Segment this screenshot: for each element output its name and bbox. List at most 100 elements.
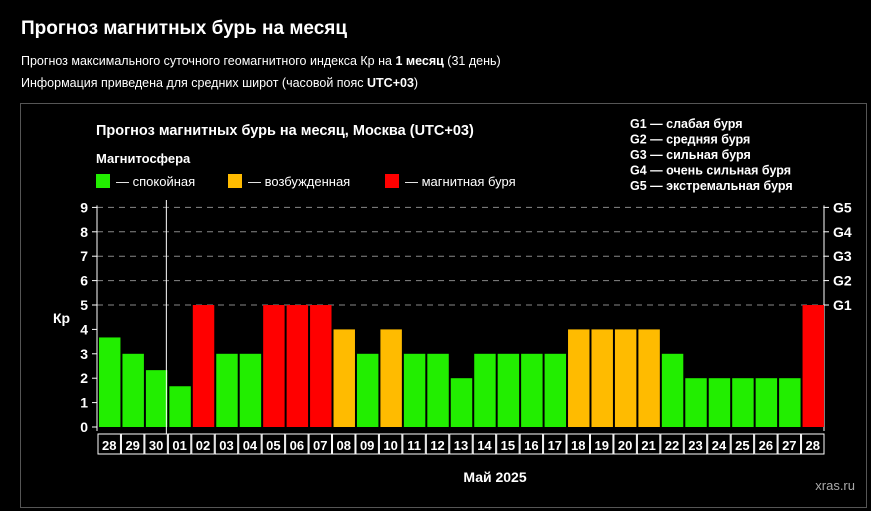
day-label: 24	[712, 438, 727, 453]
day-label-box	[566, 433, 590, 455]
day-label-box	[613, 433, 637, 455]
legend-label-calm: — спокойная	[116, 174, 195, 189]
day-label-box	[144, 433, 168, 455]
chart-title: Прогноз магнитных бурь на месяц, Москва …	[96, 123, 474, 139]
day-label-box	[449, 433, 473, 455]
day-label-box	[167, 433, 192, 455]
subtitle-timezone: Информация приведена для средних широт (…	[21, 76, 418, 90]
day-label: 15	[501, 438, 515, 453]
day-label-box	[801, 433, 825, 455]
bar-day-21-23	[638, 329, 660, 427]
day-label: 05	[266, 438, 280, 453]
g-legend-item-5: G5 — экстремальная буря	[630, 179, 793, 193]
bar-day-09-11	[356, 353, 379, 427]
bar-day-08-10	[333, 329, 355, 427]
day-label: 12	[430, 438, 444, 453]
bar-day-16-18	[521, 353, 543, 427]
kp-forecast-chart: Прогноз магнитных бурь на месяц, Москва …	[53, 117, 855, 493]
y-axis-label: Кр	[53, 310, 70, 326]
day-label-box	[378, 433, 403, 455]
day-label-box	[543, 433, 567, 455]
day-label: 08	[337, 438, 351, 453]
bar-day-26-28	[755, 378, 778, 427]
day-label: 25	[735, 438, 749, 453]
g-legend-item-2: G2 — средняя буря	[630, 133, 750, 147]
bar-day-14-16	[474, 353, 496, 427]
bar-day-29-1	[122, 353, 144, 427]
subtitle-forecast-bold: 1 месяц	[395, 54, 444, 68]
bar-day-06-8	[286, 305, 309, 427]
y-tick-label: 4	[80, 321, 88, 337]
right-tick-label-g5: G5	[833, 199, 852, 215]
subtitle-forecast-suffix: (31 день)	[443, 54, 501, 68]
bar-day-25-27	[732, 378, 754, 427]
bar-day-05-7	[263, 305, 285, 427]
page-title: Прогноз магнитных бурь на месяц	[21, 18, 348, 39]
watermark: xras.ru	[815, 478, 855, 493]
subtitle-timezone-bold: UTC+03	[367, 76, 414, 90]
bar-day-19-21	[591, 329, 613, 427]
day-label-box	[683, 433, 708, 455]
day-label-box	[754, 433, 778, 455]
subtitle-forecast-text: Прогноз максимального суточного геомагни…	[21, 54, 396, 68]
day-label: 29	[125, 438, 139, 453]
day-label-box	[730, 433, 755, 455]
day-label: 27	[782, 438, 796, 453]
day-label: 23	[688, 438, 702, 453]
y-tick-label: 2	[80, 370, 88, 386]
day-label-box	[519, 433, 544, 455]
day-label: 03	[219, 438, 233, 453]
right-tick-label-g2: G2	[833, 273, 852, 289]
day-label-box	[120, 433, 145, 455]
legend-label-excited: — возбужденная	[248, 174, 350, 189]
bar-day-12-14	[427, 353, 449, 427]
day-label: 30	[149, 438, 163, 453]
day-label: 10	[383, 438, 397, 453]
day-label-box	[97, 433, 121, 455]
bar-day-22-24	[661, 353, 684, 427]
right-tick-label-g4: G4	[833, 224, 852, 240]
right-tick-label-g3: G3	[833, 248, 852, 264]
y-tick-label: 6	[80, 273, 88, 289]
bar-day-07-9	[310, 305, 332, 427]
bar-day-02-4	[192, 305, 215, 427]
bar-day-13-15	[450, 378, 473, 427]
day-label: 11	[407, 438, 421, 453]
chart-panel: Прогноз магнитных бурь на месяц, Москва …	[20, 103, 867, 508]
day-label-box	[285, 433, 309, 455]
right-tick-label-g1: G1	[833, 297, 852, 313]
day-label: 18	[571, 438, 585, 453]
day-label-box	[589, 433, 614, 455]
day-label: 20	[618, 438, 632, 453]
day-label-box	[777, 433, 802, 455]
x-axis-label: Май 2025	[463, 469, 526, 485]
day-label: 19	[594, 438, 608, 453]
day-label: 14	[477, 438, 492, 453]
day-label: 28	[806, 438, 820, 453]
legend-swatch-excited	[228, 174, 242, 188]
day-label: 07	[313, 438, 327, 453]
bar-day-10-12	[380, 329, 402, 427]
day-label: 21	[641, 438, 655, 453]
g-legend-item-1: G1 — слабая буря	[630, 117, 743, 131]
day-label: 01	[172, 438, 186, 453]
bar-day-01-3	[169, 386, 191, 427]
day-label: 16	[524, 438, 538, 453]
day-label: 17	[548, 438, 562, 453]
day-label: 02	[196, 438, 210, 453]
y-tick-label: 9	[80, 199, 88, 215]
bar-day-11-13	[403, 353, 426, 427]
legend-swatch-storm	[385, 174, 399, 188]
day-label-box	[332, 433, 356, 455]
day-label: 09	[360, 438, 374, 453]
bar-day-28-0	[99, 337, 121, 427]
day-label-box	[496, 433, 520, 455]
bar-day-03-5	[216, 353, 238, 427]
y-tick-label: 0	[80, 419, 88, 435]
day-label-box	[707, 433, 731, 455]
day-label-box	[355, 433, 379, 455]
y-tick-label: 8	[80, 224, 88, 240]
day-label: 13	[454, 438, 468, 453]
day-label-box	[261, 433, 286, 455]
bar-day-04-6	[239, 353, 262, 427]
